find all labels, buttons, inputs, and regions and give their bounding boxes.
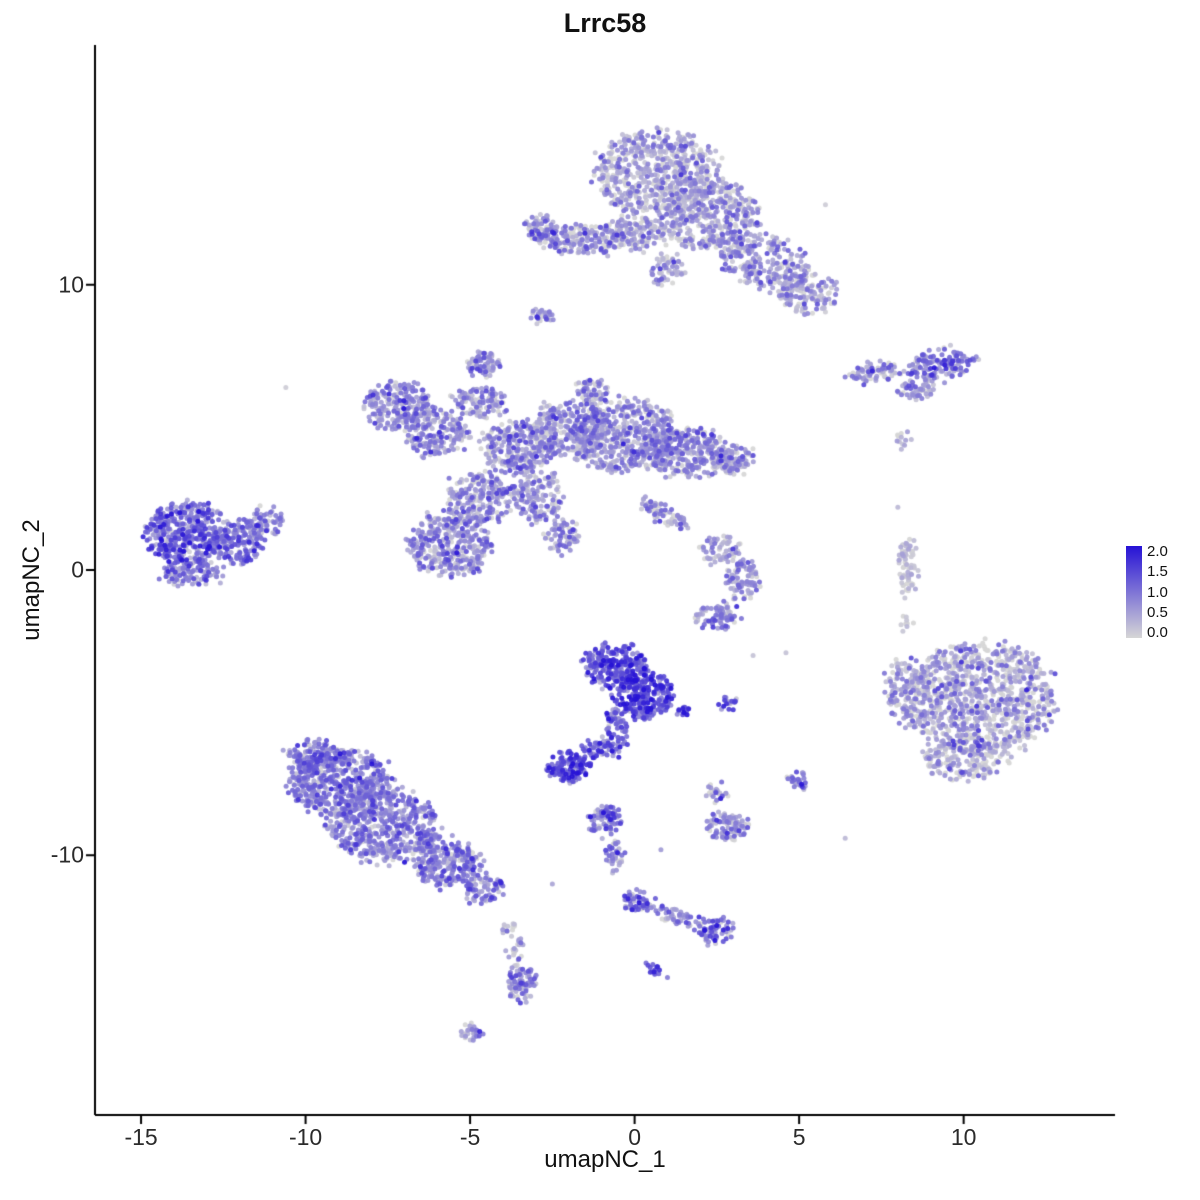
legend-gradient-bar [1126, 546, 1142, 638]
y-tick-label: 0 [71, 556, 84, 583]
x-tick-label: -5 [459, 1124, 481, 1150]
x-tick-label: 10 [950, 1124, 977, 1150]
legend-label: 0.0 [1147, 624, 1168, 641]
x-tick-label: -10 [288, 1124, 323, 1150]
expression-legend: 2.0 1.5 1.0 0.5 0.0 [1126, 544, 1196, 642]
y-axis-label: umapNC_2 [18, 519, 45, 641]
legend-label: 2.0 [1147, 543, 1168, 560]
x-tick-label: 5 [792, 1124, 806, 1150]
x-axis-label: umapNC_1 [544, 1146, 666, 1173]
legend-label: 0.5 [1147, 603, 1168, 621]
y-tick-label: -10 [50, 841, 84, 868]
legend-label: 1.5 [1147, 563, 1168, 581]
legend-label-column: 2.0 1.5 1.0 0.5 0.0 [1147, 544, 1168, 640]
legend-label: 1.0 [1147, 583, 1168, 601]
x-tick-label: -15 [124, 1124, 158, 1150]
y-tick-label: 10 [58, 271, 84, 298]
plot-title: Lrrc58 [563, 8, 647, 38]
x-tick-label: 0 [628, 1124, 642, 1150]
